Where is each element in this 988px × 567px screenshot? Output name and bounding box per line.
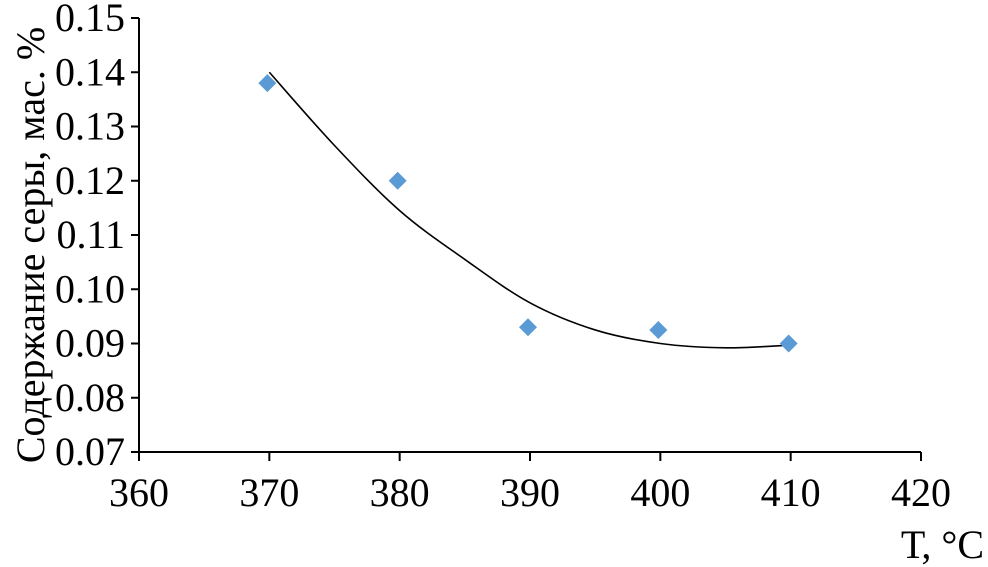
y-tick-label: 0.07	[55, 429, 125, 474]
y-tick-label: 0.10	[55, 266, 125, 311]
y-tick-label: 0.09	[55, 321, 125, 366]
trendline	[268, 71, 791, 349]
x-tick-label: 420	[891, 470, 951, 515]
x-tick-label: 400	[630, 470, 690, 515]
y-tick-label: 0.11	[56, 212, 125, 257]
y-tick-label: 0.13	[55, 104, 125, 149]
y-tick-label: 0.08	[55, 375, 125, 420]
x-axis-ticks: 360 370 380 390 400 410 420	[109, 452, 951, 515]
x-tick-label: 360	[109, 470, 169, 515]
x-tick-label: 380	[370, 470, 430, 515]
y-axis-ticks: 0.07 0.08 0.09 0.10 0.11 0.12 0.13 0.14 0.15	[55, 0, 139, 474]
x-tick-label: 370	[239, 470, 299, 515]
data-point	[779, 334, 798, 353]
y-tick-label: 0.15	[55, 0, 125, 40]
data-point	[519, 318, 537, 337]
x-tick-label: 390	[500, 470, 560, 515]
y-axis-title: Содержание серы, мас. %	[8, 27, 53, 463]
y-tick-label: 0.14	[55, 49, 125, 94]
y-tick-label: 0.12	[55, 158, 125, 203]
data-point	[388, 171, 407, 190]
data-points	[258, 74, 798, 353]
x-axis-title: Т, °C	[901, 522, 984, 567]
data-point	[258, 74, 277, 93]
data-point	[649, 320, 668, 339]
x-tick-label: 410	[761, 470, 821, 515]
